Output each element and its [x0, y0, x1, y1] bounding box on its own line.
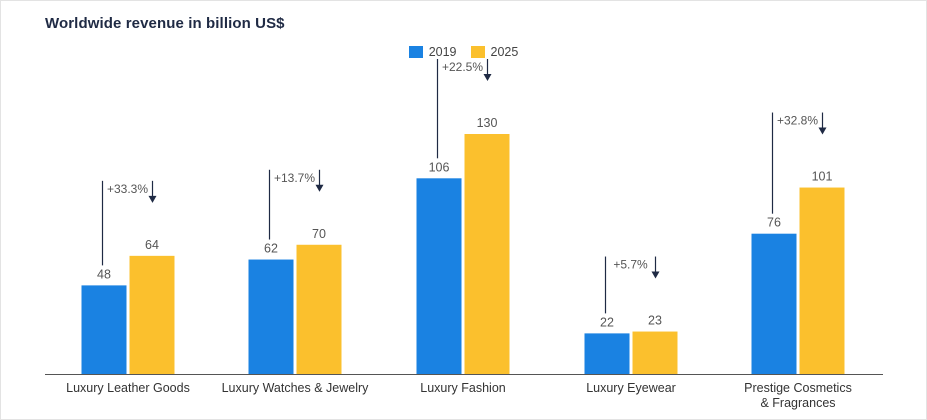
legend: 2019 2025 — [1, 45, 926, 59]
category-label: Luxury Leather Goods — [66, 381, 190, 395]
bar-2019 — [81, 285, 127, 374]
category-label: Luxury Fashion — [420, 381, 506, 395]
data-label-2025: 101 — [812, 170, 833, 184]
data-label-2025: 130 — [477, 116, 498, 130]
data-label-2019: 62 — [264, 242, 278, 256]
growth-label: +5.7% — [613, 258, 648, 272]
data-label-2019: 76 — [767, 216, 781, 230]
bar-2025 — [129, 255, 175, 374]
data-label-2025: 70 — [312, 227, 326, 241]
bar-2025 — [799, 187, 845, 374]
legend-swatch-2025 — [470, 46, 485, 58]
category-label: Luxury Watches & Jewelry — [222, 381, 370, 395]
bar-2019 — [248, 259, 294, 374]
data-label-2025: 64 — [145, 238, 159, 252]
growth-arrow-down-icon — [148, 195, 157, 203]
growth-arrow-down-icon — [651, 271, 660, 279]
bar-2019 — [416, 178, 462, 374]
bar-2019 — [584, 333, 630, 374]
legend-swatch-2019 — [408, 46, 423, 58]
category-label: Prestige Cosmetics — [744, 381, 852, 395]
legend-item-2025: 2025 — [470, 45, 519, 59]
bar-2019 — [751, 233, 797, 374]
growth-label: +33.3% — [107, 182, 148, 196]
data-label-2019: 48 — [97, 267, 111, 281]
data-label-2019: 106 — [429, 160, 450, 174]
growth-label: +13.7% — [274, 171, 315, 185]
legend-label-2019: 2019 — [428, 45, 457, 59]
bar-2025 — [632, 331, 678, 374]
legend-item-2019: 2019 — [408, 45, 457, 59]
bar-2025 — [296, 244, 342, 374]
category-label: Luxury Eyewear — [586, 381, 676, 395]
growth-arrow-down-icon — [483, 74, 492, 81]
bar-2025 — [464, 134, 510, 374]
chart-title: Worldwide revenue in billion US$ — [45, 15, 285, 32]
growth-label: +22.5% — [442, 60, 483, 74]
growth-arrow-down-icon — [315, 184, 324, 192]
legend-label-2025: 2025 — [490, 45, 519, 59]
data-label-2019: 22 — [600, 315, 614, 329]
growth-arrow-down-icon — [818, 127, 827, 135]
growth-label: +32.8% — [777, 114, 818, 128]
category-label: & Fragrances — [760, 396, 835, 410]
data-label-2025: 23 — [648, 314, 662, 328]
